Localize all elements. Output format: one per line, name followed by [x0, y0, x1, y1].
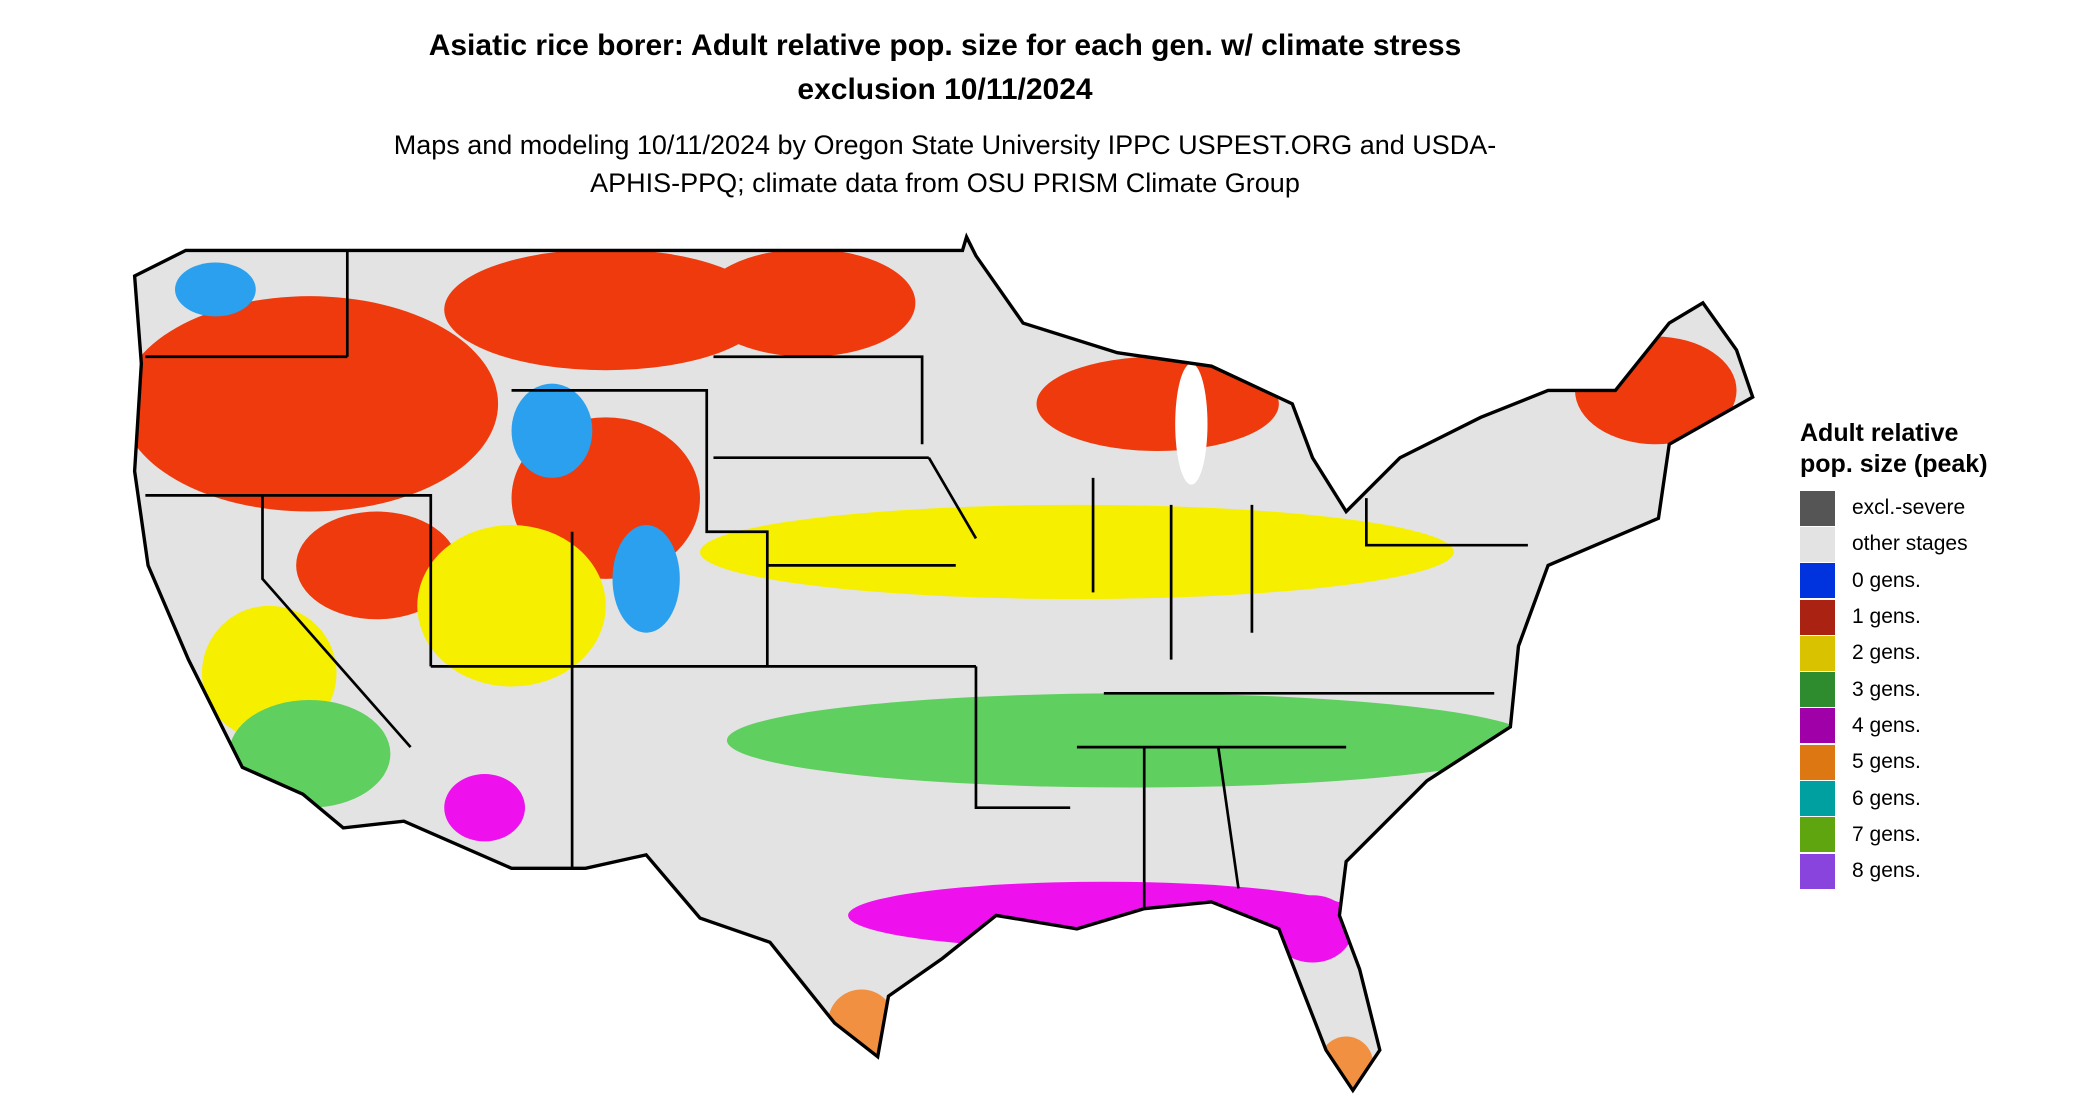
region-5-gen — [827, 989, 1374, 1091]
legend-swatch — [1800, 817, 1835, 853]
legend-item: 1 gens. — [1800, 599, 2000, 635]
map-subtitle: Maps and modeling 10/11/2024 by Oregon S… — [393, 130, 1497, 198]
legend-item: 7 gens. — [1800, 817, 2000, 853]
legend-label: 0 gens. — [1852, 568, 1921, 592]
legend-item: 4 gens. — [1800, 708, 2000, 744]
legend-label: 3 gens. — [1852, 677, 1921, 701]
legend-swatch — [1800, 563, 1835, 599]
legend-label: 7 gens. — [1852, 822, 1921, 846]
us-outline — [132, 232, 1755, 1094]
legend-label: 8 gens. — [1852, 859, 1921, 883]
legend-swatch — [1800, 599, 1835, 635]
legend-label: 4 gens. — [1852, 713, 1921, 737]
legend-item: 0 gens. — [1800, 563, 2000, 599]
state-borders — [145, 250, 1528, 909]
legend-label: 5 gens. — [1852, 750, 1921, 774]
legend-item: 3 gens. — [1800, 671, 2000, 708]
legend-swatch — [1800, 635, 1835, 671]
lake — [1175, 363, 1208, 485]
legend-swatch — [1800, 708, 1835, 744]
legend-swatch — [1800, 744, 1835, 780]
map-title: Asiatic rice borer: Adult relative pop. … — [428, 29, 1462, 106]
legend-label: 2 gens. — [1852, 641, 1921, 665]
legend-item: 5 gens. — [1800, 744, 2000, 780]
legend-item: 8 gens. — [1800, 853, 2000, 889]
region-0-gen — [175, 262, 680, 633]
legend-label: excl.-severe — [1852, 496, 1966, 520]
legend-label: 6 gens. — [1852, 786, 1921, 810]
legend-label: 1 gens. — [1852, 605, 1921, 629]
legend-items: excl.-severe other stages 0 gens. 1 gens. 2 … — [1800, 490, 2000, 889]
legend: Adult relative pop. size (peak) excl.-se… — [1800, 418, 2000, 889]
legend-swatch — [1800, 490, 1835, 526]
legend-item: 2 gens. — [1800, 635, 2000, 671]
legend-label: other stages — [1852, 532, 1968, 556]
legend-item: excl.-severe — [1800, 490, 2000, 526]
legend-swatch — [1800, 781, 1835, 817]
legend-title: Adult relative pop. size (peak) — [1800, 419, 1988, 478]
legend-item: other stages — [1800, 526, 2000, 562]
legend-swatch — [1800, 853, 1835, 889]
legend-swatch — [1800, 672, 1835, 708]
legend-item: 6 gens. — [1800, 780, 2000, 817]
legend-swatch — [1800, 526, 1835, 562]
